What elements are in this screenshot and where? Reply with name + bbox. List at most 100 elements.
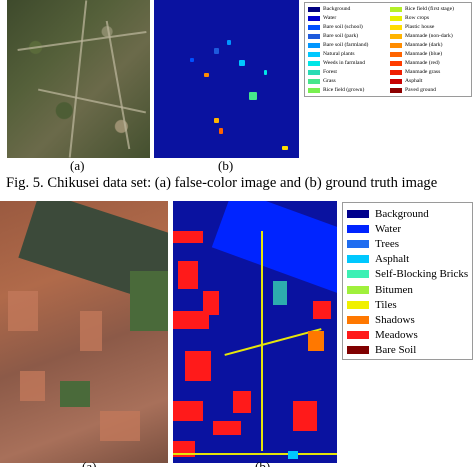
legend-item: Trees <box>347 237 399 250</box>
legend-swatch <box>347 315 369 324</box>
legend-swatch <box>390 52 402 57</box>
legend-item: Asphalt <box>390 78 422 85</box>
legend-swatch <box>308 7 320 12</box>
legend-item: Self-Blocking Bricks <box>347 268 468 281</box>
urban-ground-truth-image <box>173 201 337 463</box>
legend-label: Water <box>375 222 401 235</box>
legend-swatch <box>390 25 402 30</box>
legend-label: Tiles <box>375 298 397 311</box>
legend-swatch <box>347 239 369 248</box>
legend-label: Water <box>323 15 337 21</box>
legend-swatch <box>390 43 402 48</box>
legend-label: Manmade (dark) <box>405 42 443 48</box>
legend-item: Bare Soil <box>347 344 416 357</box>
legend-swatch <box>308 34 320 39</box>
legend-swatch <box>347 346 369 355</box>
urban-true-color-image <box>0 201 168 463</box>
chikusei-false-color-image <box>7 0 150 158</box>
legend-item: Natural plants <box>308 51 355 58</box>
figure-5-caption: Fig. 5. Chikusei data set: (a) false-col… <box>6 175 438 191</box>
legend-label: Rice field (grown) <box>323 87 365 93</box>
legend-label: Asphalt <box>405 78 423 84</box>
legend-swatch <box>308 52 320 57</box>
legend-swatch <box>308 70 320 75</box>
legend-swatch <box>308 88 320 93</box>
legend-swatch <box>347 255 369 264</box>
legend-swatch <box>390 79 402 84</box>
legend-item: Grass <box>308 78 336 85</box>
legend-label: Meadows <box>375 329 418 342</box>
legend-label: Natural plants <box>323 51 355 57</box>
legend-label: Background <box>323 6 351 12</box>
chikusei-ground-truth-image <box>154 0 299 158</box>
legend-label: Manmade (blue) <box>405 51 443 57</box>
legend-item: Background <box>347 207 429 220</box>
legend-item: Shadows <box>347 313 415 326</box>
legend-swatch <box>390 34 402 39</box>
legend-swatch <box>308 79 320 84</box>
legend-label: Self-Blocking Bricks <box>375 268 469 281</box>
legend-swatch <box>308 43 320 48</box>
legend-swatch <box>390 70 402 75</box>
legend-label: Bare soil (park) <box>323 33 359 39</box>
legend-swatch <box>390 7 402 12</box>
legend-label: Row crops <box>405 15 430 21</box>
legend-item: Weeds in farmland <box>308 60 365 67</box>
legend-swatch <box>390 16 402 21</box>
subfigure-5a-label: (a) <box>70 158 85 173</box>
subfigure-5b-label: (b) <box>218 158 234 173</box>
legend-item: Bitumen <box>347 283 413 296</box>
legend-item: Bare soil (park) <box>308 33 358 40</box>
legend-label: Background <box>375 207 429 220</box>
urban-legend: Background Water Trees Asphalt Self-Blocking… <box>342 202 473 360</box>
legend-label: Bare Soil <box>375 344 417 357</box>
legend-swatch <box>347 209 369 218</box>
legend-item: Water <box>308 15 336 22</box>
legend-item: Bare soil (farmland) <box>308 42 368 49</box>
legend-item: Row crops <box>390 15 429 22</box>
legend-label: Asphalt <box>375 253 410 266</box>
legend-label: Weeds in farmland <box>323 60 366 66</box>
legend-label: Paved ground <box>405 87 436 93</box>
legend-label: Manmade grass <box>405 69 441 75</box>
legend-swatch <box>308 25 320 30</box>
legend-item: Paved ground <box>390 87 436 94</box>
legend-label: Bare soil (school) <box>323 24 363 30</box>
legend-swatch <box>347 300 369 309</box>
legend-item: Background <box>308 6 350 13</box>
legend-item: Rice field (first stage) <box>390 6 454 13</box>
legend-label: Manmade (non-dark) <box>405 33 453 39</box>
legend-swatch <box>347 224 369 233</box>
legend-label: Manmade (red) <box>405 60 440 66</box>
legend-label: Trees <box>375 237 400 250</box>
subfigure-6a-label: (a) <box>82 459 97 467</box>
legend-label: Shadows <box>375 313 415 326</box>
legend-swatch <box>390 61 402 66</box>
legend-item: Manmade (dark) <box>390 42 442 49</box>
legend-item: Plastic house <box>390 24 434 31</box>
legend-swatch <box>347 285 369 294</box>
legend-item: Water <box>347 222 401 235</box>
legend-label: Plastic house <box>405 24 435 30</box>
legend-label: Bitumen <box>375 283 413 296</box>
legend-swatch <box>347 331 369 340</box>
chikusei-legend: Background Water Bare soil (school) Bare so… <box>304 2 472 97</box>
legend-label: Forest <box>323 69 337 75</box>
legend-item: Manmade (red) <box>390 60 440 67</box>
legend-item: Asphalt <box>347 253 409 266</box>
legend-item: Bare soil (school) <box>308 24 363 31</box>
legend-swatch <box>308 16 320 21</box>
legend-item: Manmade (non-dark) <box>390 33 453 40</box>
legend-label: Grass <box>323 78 336 84</box>
legend-label: Rice field (first stage) <box>405 6 454 12</box>
legend-swatch <box>390 88 402 93</box>
legend-item: Tiles <box>347 298 397 311</box>
legend-item: Meadows <box>347 329 418 342</box>
legend-item: Rice field (grown) <box>308 87 364 94</box>
legend-item: Manmade (blue) <box>390 51 442 58</box>
legend-swatch <box>347 270 369 279</box>
subfigure-6b-label: (b) <box>255 459 271 467</box>
legend-item: Manmade grass <box>390 69 440 76</box>
legend-swatch <box>308 61 320 66</box>
legend-item: Forest <box>308 69 337 76</box>
